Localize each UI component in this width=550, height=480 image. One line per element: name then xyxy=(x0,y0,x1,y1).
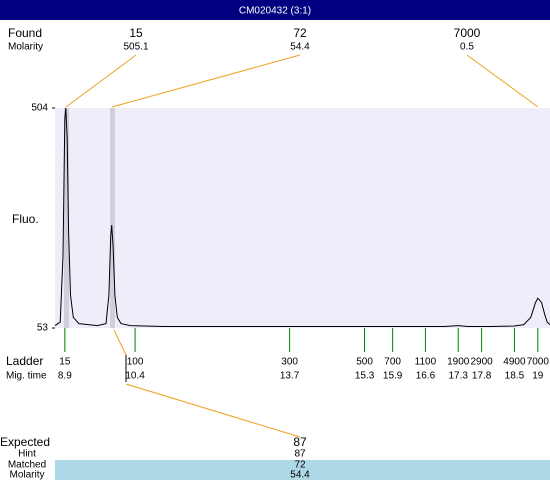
mig-time: 13.7 xyxy=(280,371,300,382)
matched-label: Matched xyxy=(8,460,46,471)
mig-time: 10.4 xyxy=(125,371,145,382)
ladder-size: 7000 xyxy=(527,357,550,368)
mig-time: 16.6 xyxy=(416,371,436,382)
ladder-size: 1100 xyxy=(415,357,437,368)
plot-area xyxy=(55,108,550,328)
found-size: 15 xyxy=(129,26,143,40)
hint-label: Hint xyxy=(18,449,36,460)
ladder-size: 4900 xyxy=(503,357,526,368)
connector xyxy=(113,329,127,356)
ladder-size: 1900 xyxy=(447,357,470,368)
mig-time: 17.8 xyxy=(472,371,492,382)
ladder-label: Ladder xyxy=(6,354,43,368)
mig-label: Mig. time xyxy=(6,371,47,382)
mig-time: 18.5 xyxy=(505,371,525,382)
expected-value: 87 xyxy=(293,435,307,449)
found-size: 72 xyxy=(293,26,307,40)
y-tick-label: 504 xyxy=(31,103,48,114)
mig-time: 19 xyxy=(532,371,544,382)
found-molarity: 505.1 xyxy=(123,42,148,53)
mig-time: 17.3 xyxy=(448,371,468,382)
title: CM020432 (3:1) xyxy=(239,6,311,17)
found-molarity: 54.4 xyxy=(290,42,310,53)
title-bar xyxy=(0,0,550,20)
matched-value: 72 xyxy=(294,460,306,471)
mig-time: 15.3 xyxy=(355,371,375,382)
connectors xyxy=(65,54,539,438)
molarity-value: 54.4 xyxy=(290,470,310,480)
mig-time: 15.9 xyxy=(383,371,403,382)
found-molarity: 0.5 xyxy=(460,42,474,53)
ladder-size: 2900 xyxy=(471,357,494,368)
y-axis-label: Fluo. xyxy=(12,212,39,226)
trace xyxy=(54,107,550,327)
molarity-label: Molarity xyxy=(8,42,43,53)
ladder-size: 100 xyxy=(127,357,144,368)
connector xyxy=(125,383,301,438)
found-size: 7000 xyxy=(454,26,481,40)
connector xyxy=(65,54,137,108)
ladder-size: 300 xyxy=(281,357,298,368)
peak-band xyxy=(110,108,115,328)
ladder-size: 500 xyxy=(356,357,373,368)
ladder-size: 15 xyxy=(59,357,71,368)
peak-band xyxy=(64,108,69,328)
expected-label: Expected xyxy=(0,435,50,449)
hint-value: 87 xyxy=(294,449,306,460)
molarity-label: Molarity xyxy=(9,470,44,480)
found-label: Found xyxy=(8,26,42,40)
y-tick-label: 53 xyxy=(37,323,49,334)
mig-time: 8.9 xyxy=(58,371,72,382)
ladder-size: 700 xyxy=(384,357,401,368)
connector xyxy=(111,54,301,108)
matched-band xyxy=(55,460,550,480)
connector xyxy=(466,54,539,108)
